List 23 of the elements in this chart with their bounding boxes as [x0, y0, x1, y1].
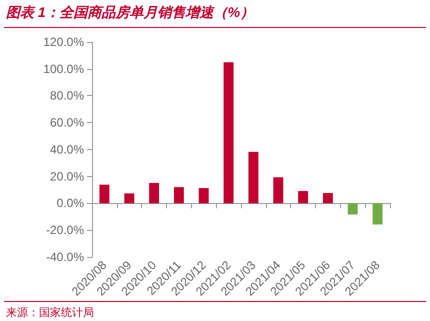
bar	[174, 187, 184, 204]
bar	[298, 190, 308, 204]
bar	[248, 152, 258, 204]
y-tick-label: 100.0%	[43, 62, 84, 76]
y-tick-label: 40.0%	[50, 142, 84, 156]
y-tick-label: -20.0%	[46, 223, 84, 238]
y-tick-label: 0.0%	[56, 196, 84, 210]
bar	[224, 62, 234, 204]
y-tick-label: 120.0%	[43, 35, 84, 49]
bar	[124, 193, 134, 204]
bar	[273, 177, 284, 204]
bar	[372, 203, 383, 224]
y-tick-label: -40.0%	[46, 250, 84, 264]
y-tick-label: 80.0%	[50, 88, 84, 103]
chart-title: 图表 1：全国商品房单月销售增速（%）	[6, 4, 254, 22]
bar	[99, 184, 110, 204]
y-tick-label: 60.0%	[50, 116, 84, 130]
bar	[198, 188, 209, 204]
source-note: 来源：国家统计局	[6, 306, 94, 320]
bar	[348, 203, 358, 215]
y-tick-label: 20.0%	[50, 169, 84, 184]
bar	[149, 182, 160, 204]
bar	[322, 193, 333, 204]
